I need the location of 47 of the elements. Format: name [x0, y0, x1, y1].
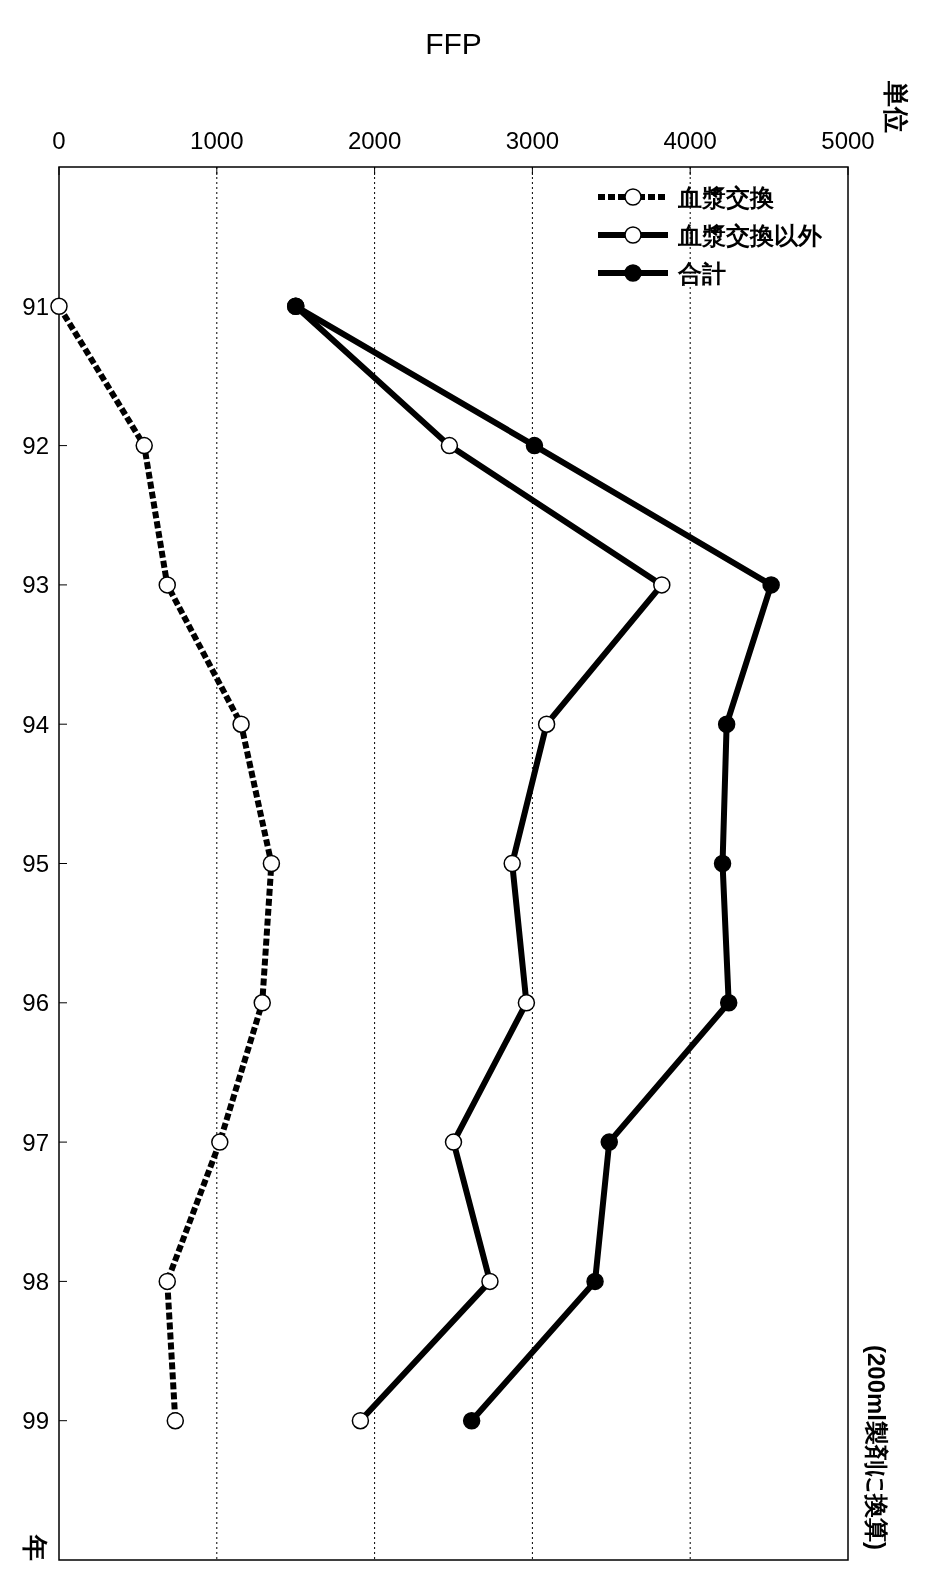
point	[351, 1411, 370, 1430]
y-tick-label: 93	[22, 571, 49, 599]
x-tick-label: 2000	[347, 127, 402, 154]
point	[135, 436, 153, 455]
y-axis-title: 年	[20, 1534, 50, 1561]
y-tick-label: 92	[22, 432, 49, 460]
x-tick-label: 3000	[505, 127, 560, 154]
point	[440, 436, 459, 455]
legend-label: 合計	[677, 259, 726, 287]
x-tick-label: 1000	[190, 127, 244, 154]
point	[719, 994, 738, 1012]
y-tick-label: 99	[22, 1407, 49, 1435]
point	[586, 1272, 604, 1291]
y-tick-label: 95	[22, 850, 49, 877]
point	[600, 1133, 618, 1151]
point	[503, 854, 521, 873]
point	[158, 576, 176, 594]
point	[717, 715, 736, 733]
x-axis-title: FFP	[425, 27, 482, 60]
text: (200ml製剤に換算)	[862, 1344, 890, 1550]
x-tick-label: 4000	[663, 127, 717, 154]
point	[211, 1133, 229, 1151]
x-tick-label: 0	[52, 127, 66, 154]
y-tick-label: 91	[22, 292, 49, 320]
legend-label: 血漿交換	[677, 183, 774, 211]
point	[158, 1272, 176, 1291]
point	[444, 1133, 463, 1151]
x-tick-label: 5000	[821, 127, 875, 154]
y-tick-label: 94	[22, 710, 49, 738]
y-tick-label: 96	[22, 989, 49, 1017]
point	[537, 715, 556, 733]
y-tick-label: 98	[22, 1267, 49, 1295]
point	[481, 1272, 499, 1291]
legend-label: 血漿交換以外	[677, 221, 823, 249]
point	[713, 854, 732, 873]
point	[462, 1411, 481, 1430]
point	[232, 715, 250, 733]
point	[166, 1411, 185, 1430]
point	[525, 436, 544, 455]
point	[50, 297, 68, 316]
point	[653, 576, 671, 594]
point	[762, 576, 780, 594]
point	[262, 854, 281, 873]
text: 単位	[881, 80, 911, 133]
y-tick-label: 97	[22, 1128, 49, 1156]
point	[517, 994, 536, 1012]
point	[253, 994, 271, 1012]
